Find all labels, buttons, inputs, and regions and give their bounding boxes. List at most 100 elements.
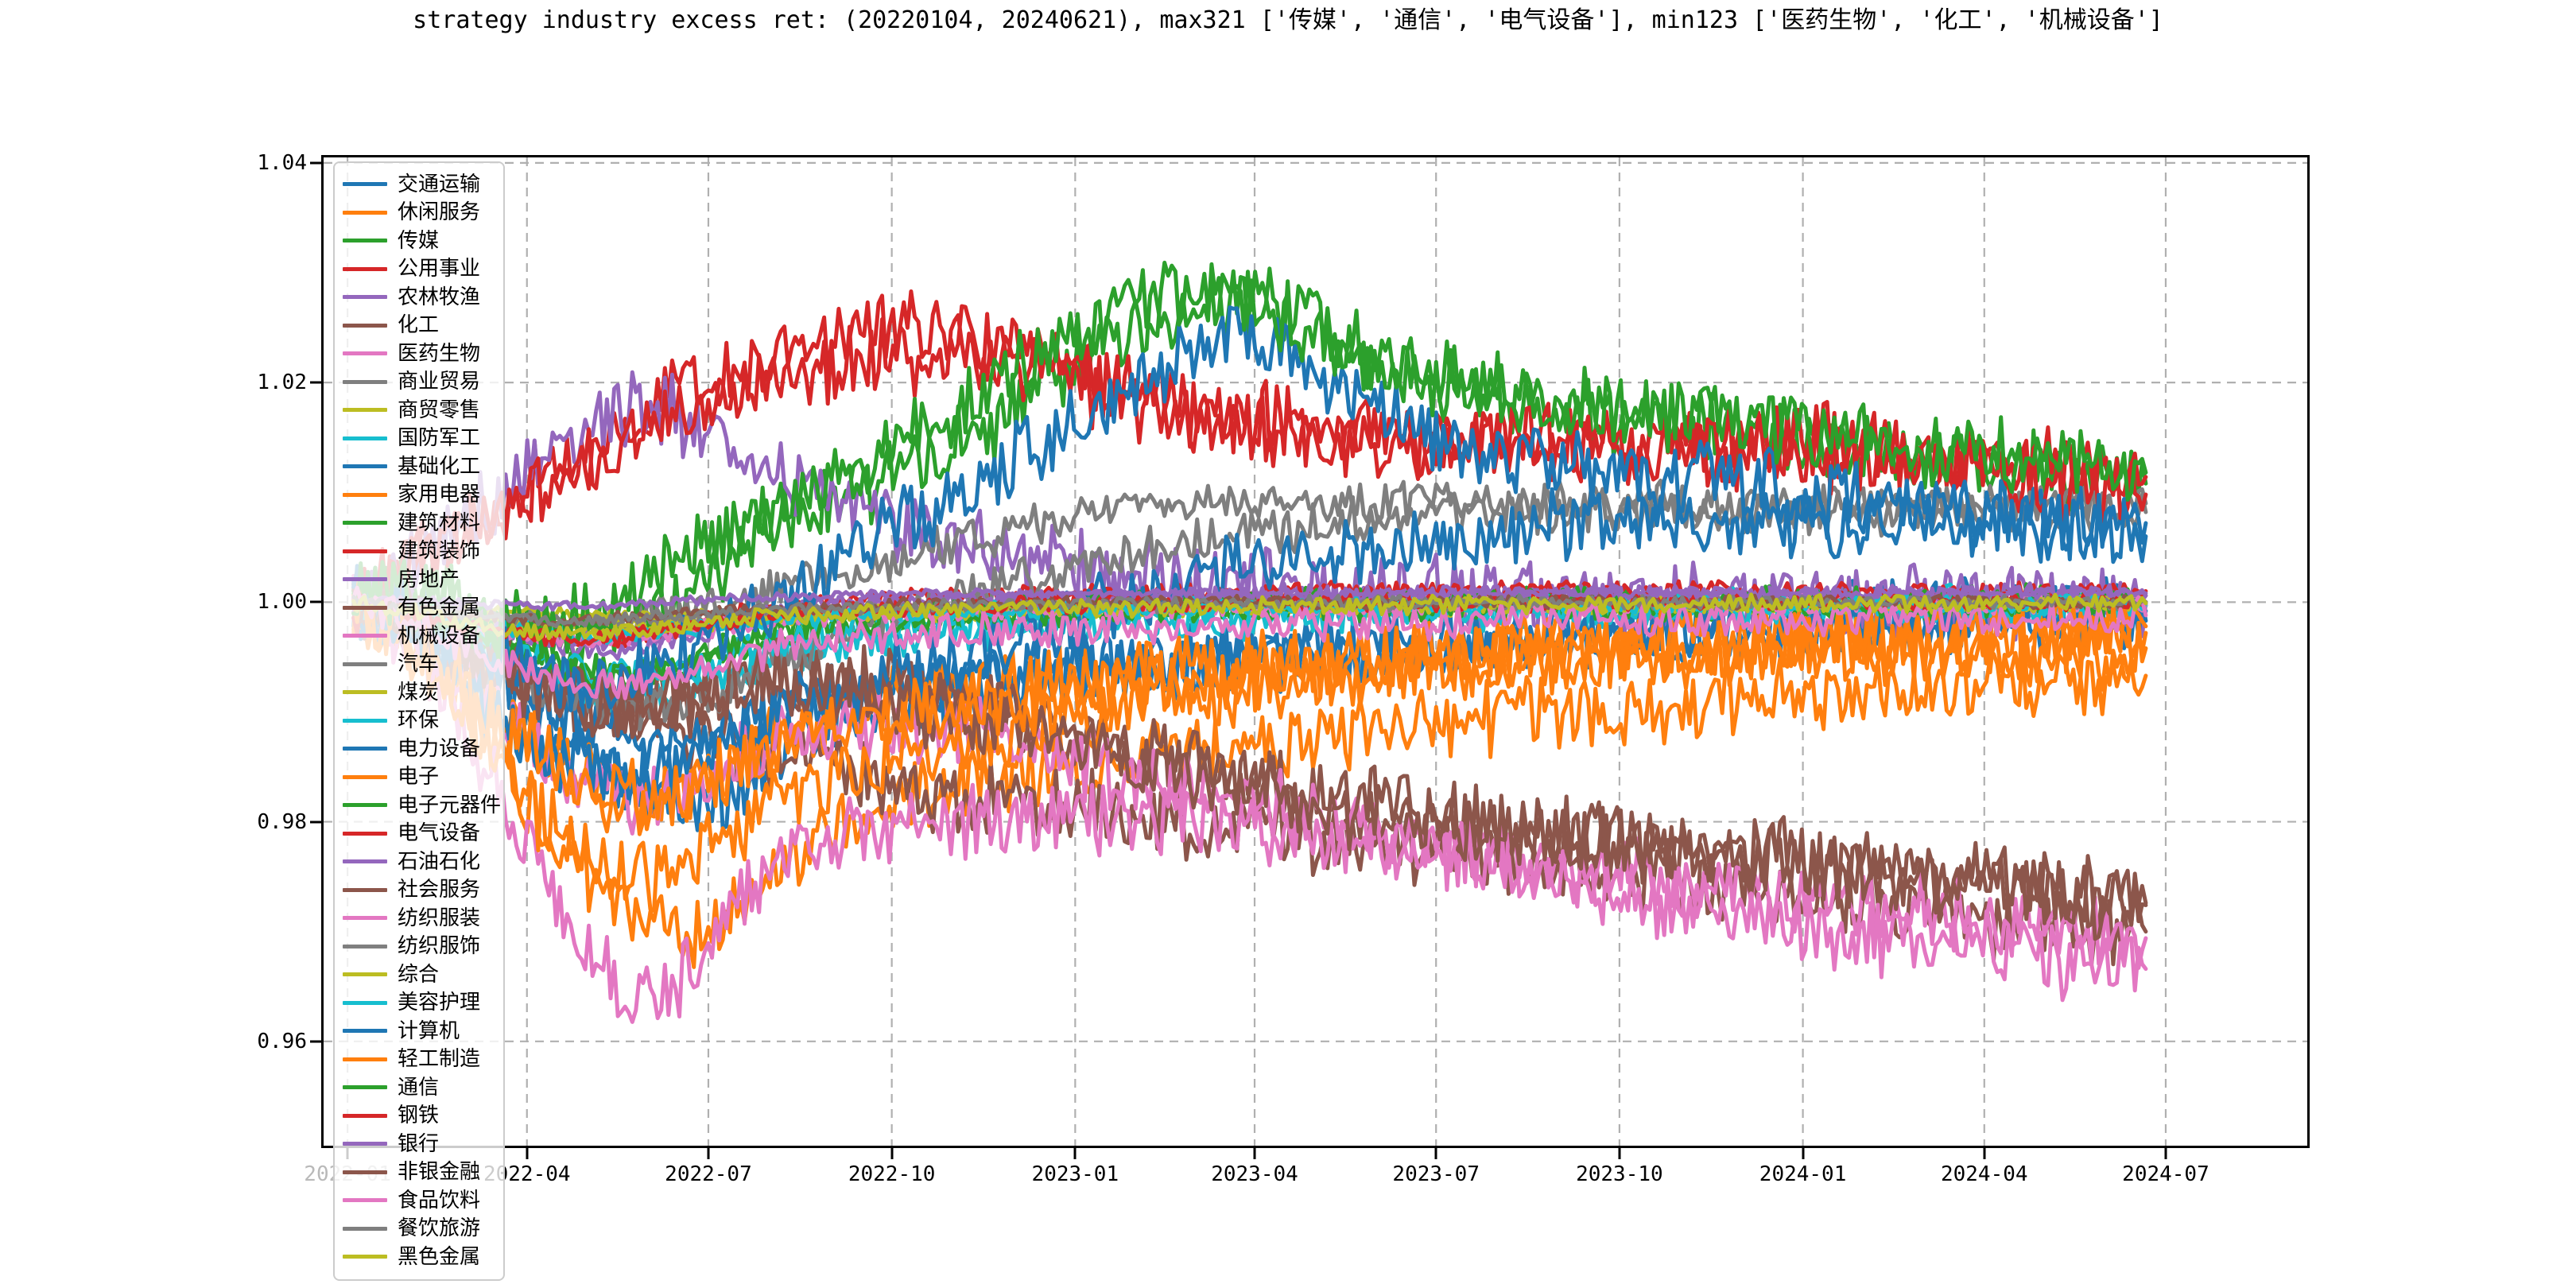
legend-item[interactable]: 环保 xyxy=(343,707,495,735)
legend-item[interactable]: 建筑装饰 xyxy=(343,537,495,566)
legend-color-swatch xyxy=(343,718,387,723)
legend-item-label: 餐饮旅游 xyxy=(398,1216,481,1241)
legend-color-swatch xyxy=(343,634,387,638)
series-line xyxy=(351,593,2148,629)
legend-item-label: 建筑装饰 xyxy=(398,539,481,564)
legend-item[interactable]: 纺织服装 xyxy=(343,904,495,933)
legend-item[interactable]: 有色金属 xyxy=(343,594,495,623)
legend-item[interactable]: 医药生物 xyxy=(343,339,495,368)
legend-item[interactable]: 轻工制造 xyxy=(343,1046,495,1074)
legend-item-label: 电力设备 xyxy=(398,736,481,761)
legend-item[interactable]: 基础化工 xyxy=(343,452,495,481)
legend-item[interactable]: 商业贸易 xyxy=(343,368,495,397)
legend-item[interactable]: 石油石化 xyxy=(343,848,495,876)
legend-item[interactable]: 传媒 xyxy=(343,227,495,255)
legend-color-swatch xyxy=(343,577,387,582)
legend-color-swatch xyxy=(343,1029,387,1034)
x-tick-mark xyxy=(707,1148,710,1159)
x-tick-mark xyxy=(1434,1148,1437,1159)
series-line xyxy=(351,586,2148,612)
legend-color-swatch xyxy=(343,379,387,384)
legend-item-label: 纺织服装 xyxy=(398,906,481,930)
plot-area xyxy=(321,155,2310,1148)
legend-item[interactable]: 银行 xyxy=(343,1130,495,1158)
legend-item-label: 房地产 xyxy=(398,567,460,592)
legend-item-label: 银行 xyxy=(398,1131,440,1156)
legend-item-label: 建筑材料 xyxy=(398,510,481,535)
legend-item[interactable]: 交通运输 xyxy=(343,170,495,199)
legend-color-swatch xyxy=(343,774,387,779)
legend-item[interactable]: 电气设备 xyxy=(343,820,495,848)
legend-color-swatch xyxy=(343,1255,387,1259)
legend-item-label: 休闲服务 xyxy=(398,200,481,225)
legend-item[interactable]: 美容护理 xyxy=(343,989,495,1018)
legend-item-label: 综合 xyxy=(398,962,440,987)
legend-item-label: 医药生物 xyxy=(398,341,481,366)
legend-item[interactable]: 食品饮料 xyxy=(343,1186,495,1215)
legend-item[interactable]: 化工 xyxy=(343,312,495,340)
legend-item-label: 商贸零售 xyxy=(398,398,481,422)
legend-item[interactable]: 综合 xyxy=(343,960,495,989)
legend-color-swatch xyxy=(343,1113,387,1118)
x-tick-label: 2023-07 xyxy=(1392,1162,1480,1186)
legend-item[interactable]: 国防军工 xyxy=(343,425,495,453)
x-tick-mark xyxy=(1802,1148,1805,1159)
legend-item-label: 基础化工 xyxy=(398,454,481,479)
series-line xyxy=(351,313,2148,635)
legend-item[interactable]: 商贸零售 xyxy=(343,396,495,425)
legend-color-swatch xyxy=(343,464,387,469)
legend-item[interactable]: 建筑材料 xyxy=(343,509,495,537)
legend-color-swatch xyxy=(343,661,387,666)
legend-item[interactable]: 煤炭 xyxy=(343,678,495,707)
legend-item[interactable]: 非银金融 xyxy=(343,1158,495,1187)
legend-item[interactable]: 钢铁 xyxy=(343,1102,495,1131)
legend-item[interactable]: 机械设备 xyxy=(343,622,495,650)
x-tick-mark xyxy=(1073,1148,1077,1159)
legend-item-label: 有色金属 xyxy=(398,596,481,620)
legend-item-label: 电气设备 xyxy=(398,821,481,846)
x-tick-label: 2024-04 xyxy=(1940,1162,2028,1186)
series-canvas xyxy=(324,157,2307,1146)
legend-item-label: 汽车 xyxy=(398,652,440,677)
legend-item-label: 商业贸易 xyxy=(398,370,481,394)
y-tick-label: 1.04 xyxy=(257,150,307,175)
series-line xyxy=(351,585,2148,700)
legend-item[interactable]: 农林牧渔 xyxy=(343,283,495,312)
x-tick-label: 2024-07 xyxy=(2122,1162,2209,1186)
legend-item[interactable]: 通信 xyxy=(343,1073,495,1102)
legend-item-label: 通信 xyxy=(398,1075,440,1100)
legend-color-swatch xyxy=(343,803,387,808)
legend[interactable]: 交通运输 休闲服务 传媒 公用事业 农林牧渔 化工医药生物商业贸易商贸零售国防军工 基础化工… xyxy=(333,161,505,1281)
legend-item[interactable]: 黑色金属 xyxy=(343,1243,495,1271)
legend-item-label: 钢铁 xyxy=(398,1104,440,1128)
legend-item[interactable]: 餐饮旅游 xyxy=(343,1215,495,1243)
legend-color-swatch xyxy=(343,944,387,949)
x-tick-mark xyxy=(1253,1148,1256,1159)
x-tick-label: 2022-07 xyxy=(665,1162,752,1186)
legend-item[interactable]: 公用事业 xyxy=(343,255,495,284)
legend-item[interactable]: 纺织服饰 xyxy=(343,933,495,961)
legend-color-swatch xyxy=(343,549,387,553)
legend-item[interactable]: 休闲服务 xyxy=(343,199,495,227)
legend-item-label: 黑色金属 xyxy=(398,1244,481,1269)
y-tick-mark xyxy=(310,161,321,165)
legend-item[interactable]: 电力设备 xyxy=(343,735,495,763)
legend-item[interactable]: 电子元器件 xyxy=(343,791,501,820)
x-tick-mark xyxy=(1618,1148,1621,1159)
legend-item[interactable]: 房地产 xyxy=(343,565,495,594)
legend-item[interactable]: 社会服务 xyxy=(343,876,495,905)
legend-color-swatch xyxy=(343,859,387,864)
legend-item-label: 美容护理 xyxy=(398,991,481,1015)
legend-color-swatch xyxy=(343,690,387,695)
x-tick-mark xyxy=(526,1148,529,1159)
y-tick-mark xyxy=(310,821,321,824)
legend-color-swatch xyxy=(343,972,387,977)
legend-item-label: 化工 xyxy=(398,313,440,338)
legend-item[interactable]: 家用电器 xyxy=(343,481,495,510)
series-line xyxy=(351,578,2148,941)
legend-item[interactable]: 计算机 xyxy=(343,1017,495,1046)
legend-item[interactable]: 汽车 xyxy=(343,650,495,679)
legend-color-swatch xyxy=(343,492,387,497)
legend-item[interactable]: 电子 xyxy=(343,763,495,792)
